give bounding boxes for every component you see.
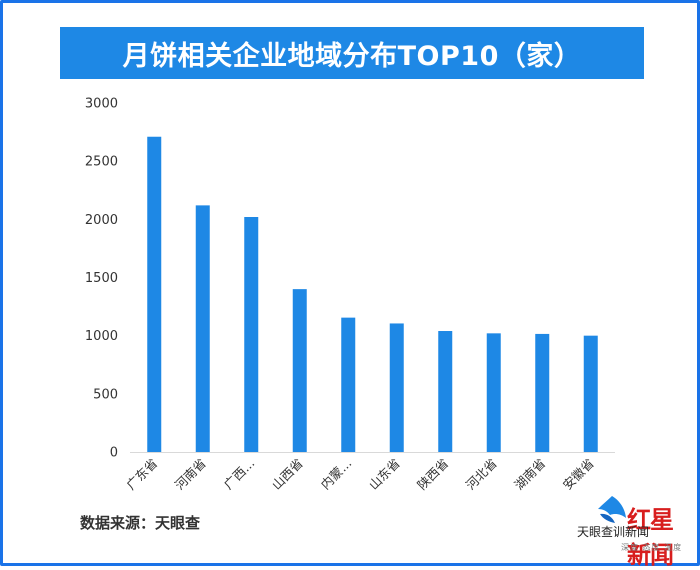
x-category-label: 安徽省 xyxy=(560,456,597,493)
y-tick-label: 500 xyxy=(93,387,118,402)
bar xyxy=(583,335,598,452)
y-tick-label: 0 xyxy=(110,446,118,461)
x-category-label: 陕西省 xyxy=(414,456,451,493)
bar xyxy=(486,333,501,452)
y-tick-label: 1000 xyxy=(85,329,118,344)
chart-title-banner: 月饼相关企业地域分布TOP10（家） xyxy=(60,27,644,79)
y-tick-label: 1500 xyxy=(85,271,118,286)
watermark-brand: 红星新闻 xyxy=(627,505,674,569)
bar xyxy=(438,331,453,452)
watermark-logo: 红星新闻 天眼查训新闻 深度 态度 温度 xyxy=(565,492,695,569)
bar xyxy=(341,317,356,452)
bar xyxy=(244,217,259,452)
x-category-label: 内蒙... xyxy=(318,456,355,493)
bar xyxy=(535,333,550,452)
star-logo-icon xyxy=(598,496,626,523)
bar xyxy=(292,289,307,452)
x-category-label: 山东省 xyxy=(366,456,403,493)
bar xyxy=(195,205,210,452)
chart-title: 月饼相关企业地域分布TOP10（家） xyxy=(122,40,582,72)
y-tick-label: 2500 xyxy=(85,155,118,170)
x-category-label: 河南省 xyxy=(172,456,209,493)
y-tick-label: 3000 xyxy=(85,97,118,112)
bar xyxy=(389,323,404,452)
x-category-label: 山西省 xyxy=(269,456,306,493)
watermark-overlay-text: 天眼查训新闻 xyxy=(577,525,650,539)
data-source: 数据来源：天眼查 xyxy=(80,514,201,532)
x-category-label: 河北省 xyxy=(463,456,500,493)
x-category-label: 湖南省 xyxy=(511,456,548,493)
y-tick-label: 2000 xyxy=(85,213,118,228)
x-category-label: 广西... xyxy=(221,456,258,493)
bar xyxy=(147,136,162,452)
x-category-label: 广东省 xyxy=(123,456,160,493)
watermark-slogan: 深度 态度 温度 xyxy=(621,543,683,552)
